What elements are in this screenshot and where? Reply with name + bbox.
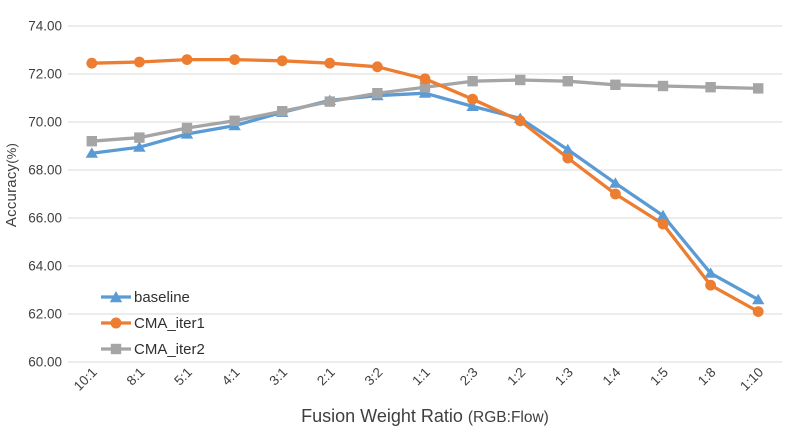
x-tick-label: 1:10 <box>737 365 766 394</box>
marker-baseline <box>609 177 622 188</box>
x-tick-label: 10:1 <box>71 365 100 394</box>
marker-baseline <box>418 87 432 98</box>
legend-item-baseline: baseline <box>100 284 205 310</box>
x-axis-title-main: Fusion Weight Ratio <box>301 406 468 426</box>
marker-CMA_iter2 <box>705 82 716 93</box>
marker-CMA_iter1 <box>514 115 526 127</box>
y-tick-label: 70.00 <box>28 115 62 130</box>
marker-CMA_iter2 <box>181 122 193 134</box>
marker-CMA_iter2 <box>467 76 478 87</box>
marker-CMA_iter2 <box>753 83 764 94</box>
x-tick-label: 1:1 <box>409 365 433 389</box>
y-tick-label: 68.00 <box>28 163 62 178</box>
marker-CMA_iter1 <box>134 56 145 68</box>
marker-CMA_iter1 <box>229 54 241 65</box>
marker-CMA_iter1 <box>752 306 764 317</box>
marker-CMA_iter2 <box>229 115 240 126</box>
marker-CMA_iter2 <box>86 136 97 147</box>
y-tick-label: 72.00 <box>28 67 62 82</box>
marker-CMA_iter1 <box>467 93 478 105</box>
marker-baseline <box>704 267 717 278</box>
x-axis-title-paren: (RGB:Flow) <box>467 409 549 426</box>
marker-CMA_iter2 <box>324 96 335 107</box>
y-tick-label: 60.00 <box>28 355 62 370</box>
marker-CMA_iter1 <box>562 152 574 164</box>
marker-CMA_iter1 <box>657 218 669 230</box>
marker-baseline <box>752 293 765 305</box>
marker-CMA_iter1 <box>181 54 193 65</box>
marker-CMA_iter2 <box>372 88 383 99</box>
y-tick-label: 74.00 <box>28 19 62 34</box>
marker-CMA_iter2 <box>419 82 431 93</box>
marker-baseline <box>180 128 194 139</box>
x-tick-label: 1:2 <box>504 365 528 389</box>
y-axis-title-main: Accuracy <box>3 163 20 228</box>
legend-label: CMA_iter1 <box>134 314 205 332</box>
x-tick-label: 1:3 <box>552 365 576 389</box>
cma-iter2-line-square-icon <box>100 342 132 356</box>
marker-CMA_iter2 <box>610 79 621 90</box>
x-axis-title: Fusion Weight Ratio (RGB:Flow) <box>68 406 782 427</box>
marker-CMA_iter1 <box>86 57 98 69</box>
baseline-line-triangle-icon <box>100 290 132 304</box>
marker-CMA_iter1 <box>419 73 431 85</box>
x-tick-label: 5:1 <box>171 365 195 389</box>
y-tick-label: 66.00 <box>28 211 62 226</box>
x-tick-label: 4:1 <box>219 365 243 389</box>
x-tick-label: 1:8 <box>695 365 719 389</box>
legend-label: CMA_iter2 <box>134 340 205 358</box>
x-tick-label: 2:3 <box>457 365 481 389</box>
marker-CMA_iter2 <box>562 76 573 87</box>
legend-label: baseline <box>134 288 190 306</box>
x-tick-label: 1:4 <box>600 364 624 388</box>
x-tick-label: 8:1 <box>124 365 148 389</box>
y-tick-label: 64.00 <box>28 259 62 274</box>
y-tick-label: 62.00 <box>28 307 62 322</box>
x-tick-label: 2:1 <box>314 365 338 389</box>
marker-CMA_iter1 <box>705 279 716 291</box>
marker-baseline <box>85 147 98 158</box>
marker-CMA_iter1 <box>372 61 383 73</box>
legend-item-cma-iter2: CMA_iter2 <box>100 336 205 362</box>
x-tick-label: 1:5 <box>647 365 671 389</box>
legend: baseline CMA_iter1 CMA_iter2 <box>100 284 205 362</box>
marker-baseline <box>466 100 479 111</box>
marker-baseline <box>133 141 146 152</box>
marker-baseline <box>656 209 670 221</box>
legend-item-cma-iter1: CMA_iter1 <box>100 310 205 336</box>
marker-CMA_iter1 <box>324 57 336 69</box>
marker-CMA_iter2 <box>277 106 288 117</box>
marker-CMA_iter1 <box>276 55 288 67</box>
x-tick-label: 3:1 <box>266 365 290 389</box>
marker-baseline <box>561 143 574 155</box>
cma-iter1-line-circle-icon <box>100 316 132 330</box>
marker-CMA_iter2 <box>657 80 669 92</box>
y-axis-title: Accuracy(%) <box>3 75 25 295</box>
y-axis-title-unit: (%) <box>4 142 19 164</box>
marker-CMA_iter1 <box>610 188 621 200</box>
x-tick-label: 3:2 <box>362 365 386 389</box>
marker-CMA_iter2 <box>515 74 526 86</box>
marker-CMA_iter2 <box>134 132 145 143</box>
